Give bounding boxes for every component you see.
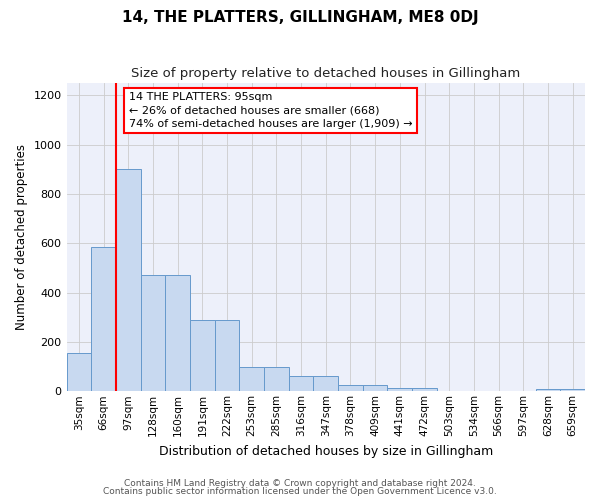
Bar bbox=[215, 320, 239, 392]
Bar bbox=[338, 385, 363, 392]
Text: Contains HM Land Registry data © Crown copyright and database right 2024.: Contains HM Land Registry data © Crown c… bbox=[124, 478, 476, 488]
Title: Size of property relative to detached houses in Gillingham: Size of property relative to detached ho… bbox=[131, 68, 520, 80]
Bar bbox=[91, 247, 116, 392]
Bar bbox=[313, 376, 338, 392]
Bar bbox=[140, 276, 165, 392]
Bar bbox=[190, 320, 215, 392]
Bar bbox=[412, 388, 437, 392]
Bar bbox=[264, 366, 289, 392]
Bar bbox=[165, 276, 190, 392]
Bar bbox=[560, 389, 585, 392]
Bar bbox=[363, 385, 388, 392]
Bar bbox=[388, 388, 412, 392]
Bar bbox=[289, 376, 313, 392]
Text: 14 THE PLATTERS: 95sqm
← 26% of detached houses are smaller (668)
74% of semi-de: 14 THE PLATTERS: 95sqm ← 26% of detached… bbox=[129, 92, 412, 128]
Bar bbox=[67, 353, 91, 392]
Bar bbox=[239, 366, 264, 392]
Bar bbox=[116, 170, 140, 392]
X-axis label: Distribution of detached houses by size in Gillingham: Distribution of detached houses by size … bbox=[158, 444, 493, 458]
Text: 14, THE PLATTERS, GILLINGHAM, ME8 0DJ: 14, THE PLATTERS, GILLINGHAM, ME8 0DJ bbox=[122, 10, 478, 25]
Bar bbox=[536, 389, 560, 392]
Text: Contains public sector information licensed under the Open Government Licence v3: Contains public sector information licen… bbox=[103, 487, 497, 496]
Y-axis label: Number of detached properties: Number of detached properties bbox=[15, 144, 28, 330]
